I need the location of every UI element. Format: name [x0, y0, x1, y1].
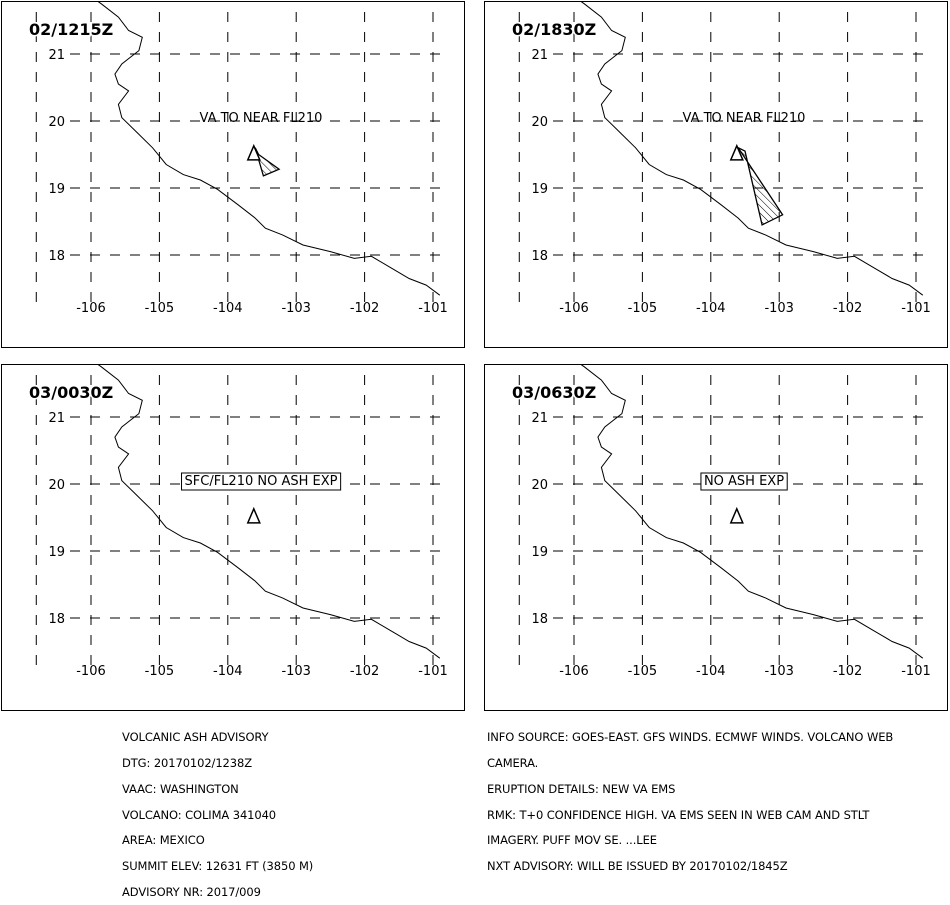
lat-tick-label: 19: [48, 182, 65, 197]
lon-tick-label: -103: [764, 664, 794, 679]
volcano-icon: [246, 506, 261, 524]
lon-tick-label: -104: [213, 301, 243, 316]
lon-tick-label: -104: [696, 664, 726, 679]
map-panel-2: -106 -105 -104 -103 -102 -101 21 20 19 18 02/1830Z…: [484, 1, 948, 348]
advisory-title: VOLCANIC ASH ADVISORY: [122, 730, 269, 745]
advisory-number: ADVISORY NR: 2017/009: [122, 884, 261, 899]
lat-tick-label: 19: [48, 545, 65, 560]
lat-tick-label: 19: [531, 182, 548, 197]
lat-tick-label: 18: [531, 612, 548, 627]
lat-tick-label: 20: [48, 115, 65, 130]
lon-tick-label: -104: [696, 301, 726, 316]
ash-label-box: [181, 472, 342, 491]
volcano-icon: [729, 506, 744, 524]
lon-tick-label: -105: [145, 664, 175, 679]
lon-tick-label: -106: [559, 664, 589, 679]
panel-time-label: 02/1215Z: [29, 20, 113, 39]
advisory-right: INFO SOURCE: GOES-EAST. GFS WINDS. ECMWF…: [487, 716, 893, 879]
advisory-dtg: DTG: 20170102/1238Z: [122, 755, 252, 770]
lon-tick-label: -102: [350, 301, 380, 316]
ash-cloud-polygon: [254, 147, 281, 177]
lat-tick-label: 21: [531, 411, 548, 426]
lat-tick-label: 19: [531, 545, 548, 560]
advisory-area: AREA: MEXICO: [122, 833, 205, 848]
lat-tick-label: 20: [531, 478, 548, 493]
map-panel-4: -106 -105 -104 -103 -102 -101 21 20 19 18 03/0630Z…: [484, 364, 948, 711]
lon-tick-label: -101: [901, 301, 931, 316]
coastline: [97, 2, 441, 296]
lat-tick-label: 21: [531, 48, 548, 63]
map-svg: -106 -105 -104 -103 -102 -101 21 20 19 18 02/1830Z…: [511, 2, 931, 316]
lon-tick-label: -105: [145, 301, 175, 316]
advisory-left: VOLCANIC ASH ADVISORY DTG: 20170102/1238…: [122, 716, 313, 905]
lon-tick-label: -103: [281, 301, 311, 316]
lon-tick-label: -102: [833, 301, 863, 316]
lon-tick-label: -101: [418, 301, 448, 316]
ash-cloud-polygon: [736, 146, 784, 226]
panel-time-label: 03/0630Z: [512, 383, 596, 402]
lat-tick-label: 20: [531, 115, 548, 130]
advisory-info-source-cont: CAMERA.: [487, 755, 539, 770]
panel-time-label: 02/1830Z: [512, 20, 596, 39]
ash-label: SFC/FL210 NO ASH EXP: [185, 474, 338, 489]
volcano-icon: [246, 143, 261, 161]
lon-tick-label: -106: [76, 301, 106, 316]
panel-time-label: 03/0030Z: [29, 383, 113, 402]
lat-tick-label: 21: [48, 48, 65, 63]
advisory-info-source: INFO SOURCE: GOES-EAST. GFS WINDS. ECMWF…: [487, 730, 894, 745]
advisory-remarks-cont: IMAGERY. PUFF MOV SE. ...LEE: [487, 833, 657, 848]
lon-tick-label: -103: [281, 664, 311, 679]
lon-tick-label: -106: [559, 301, 589, 316]
coastline: [580, 2, 924, 296]
map-svg: -106 -105 -104 -103 -102 -101 21 20 19 18 03/0630Z…: [511, 365, 931, 679]
coastline: [580, 365, 924, 659]
lat-tick-label: 18: [48, 249, 65, 264]
advisory-summit-elev: SUMMIT ELEV: 12631 FT (3850 M): [122, 859, 314, 874]
lon-tick-label: -105: [628, 664, 658, 679]
lon-tick-label: -101: [901, 664, 931, 679]
ash-label-box: [700, 472, 788, 491]
lat-tick-label: 21: [48, 411, 65, 426]
map-svg: -106 -105 -104 -103 -102 -101 21 20 19 18 02/1215Z…: [28, 2, 448, 316]
lon-tick-label: -103: [764, 301, 794, 316]
lon-tick-label: -104: [213, 664, 243, 679]
advisory-next: NXT ADVISORY: WILL BE ISSUED BY 20170102…: [487, 859, 788, 874]
ash-label: VA TO NEAR FL210: [200, 111, 323, 126]
coastline: [97, 365, 441, 659]
lon-tick-label: -106: [76, 664, 106, 679]
ash-label: VA TO NEAR FL210: [683, 111, 806, 126]
lon-tick-label: -102: [350, 664, 380, 679]
lat-tick-label: 18: [531, 249, 548, 264]
map-panel-3: -106 -105 -104 -103 -102 -101 21 20 19 18 03/0030Z…: [1, 364, 465, 711]
advisory-vaac: VAAC: WASHINGTON: [122, 781, 239, 796]
map-panel-1: -106 -105 -104 -103 -102 -101 21 20 19 18 02/1215Z…: [1, 1, 465, 348]
lon-tick-label: -101: [418, 664, 448, 679]
map-svg: -106 -105 -104 -103 -102 -101 21 20 19 18 03/0030Z…: [28, 365, 448, 679]
lon-tick-label: -102: [833, 664, 863, 679]
volcano-icon: [729, 143, 744, 161]
lat-tick-label: 18: [48, 612, 65, 627]
advisory-eruption-details: ERUPTION DETAILS: NEW VA EMS: [487, 781, 676, 796]
lon-tick-label: -105: [628, 301, 658, 316]
ash-label: NO ASH EXP: [704, 474, 784, 489]
lat-tick-label: 20: [48, 478, 65, 493]
